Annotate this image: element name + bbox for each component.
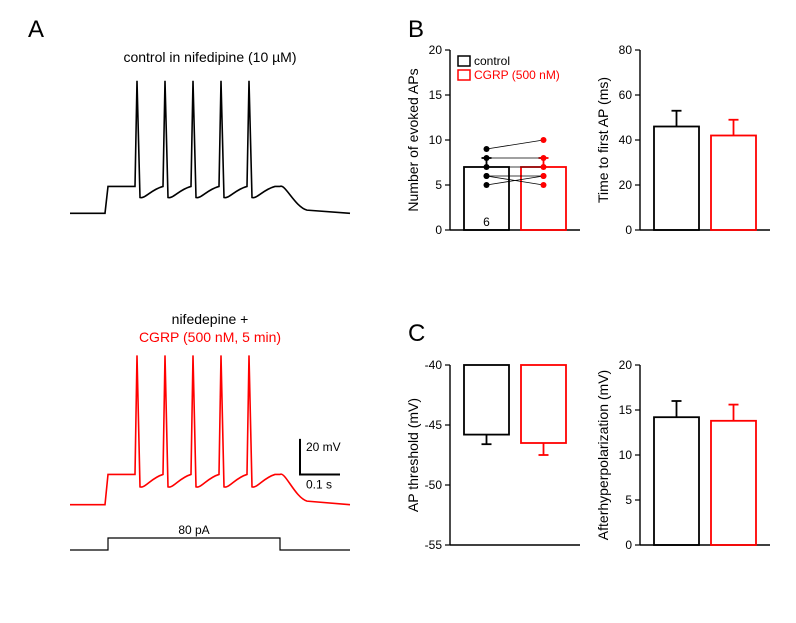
svg-text:0: 0 (435, 223, 442, 237)
svg-text:-45: -45 (425, 418, 443, 432)
trace-bottom: nifedepine + CGRP (500 nM, 5 min) 20 mV 0.1… (60, 310, 360, 600)
svg-text:0: 0 (625, 538, 632, 552)
svg-text:control in nifedipine (10 µM): control in nifedipine (10 µM) (123, 49, 296, 65)
svg-text:0.1 s: 0.1 s (306, 477, 332, 491)
svg-text:80: 80 (619, 43, 633, 57)
svg-text:control: control (474, 54, 510, 68)
svg-text:0: 0 (625, 223, 632, 237)
svg-text:6: 6 (483, 215, 490, 229)
svg-text:10: 10 (619, 448, 633, 462)
svg-text:20: 20 (429, 43, 443, 57)
svg-text:10: 10 (429, 133, 443, 147)
svg-text:5: 5 (625, 493, 632, 507)
chart-c1-ap-threshold: -55 -50 -45 -40 AP threshold (mV) (408, 357, 580, 563)
svg-text:60: 60 (619, 88, 633, 102)
svg-text:5: 5 (435, 178, 442, 192)
svg-text:-55: -55 (425, 538, 443, 552)
trace-top: control in nifedipine (10 µM) (60, 48, 360, 308)
chart-b1-evoked-aps: 0 5 10 15 20 Number of evoked APs 6 controlCGRP… (408, 42, 580, 248)
svg-text:40: 40 (619, 133, 633, 147)
svg-text:nifedepine +: nifedepine + (172, 311, 249, 327)
svg-text:20: 20 (619, 178, 633, 192)
svg-text:20 mV: 20 mV (306, 440, 341, 454)
svg-text:CGRP (500 nM): CGRP (500 nM) (474, 68, 560, 82)
svg-text:20: 20 (619, 358, 633, 372)
svg-text:Afterhyperpolarization (mV): Afterhyperpolarization (mV) (595, 370, 611, 540)
figure: A B C control in nifedipine (10 µM) nife… (0, 0, 796, 623)
svg-text:-40: -40 (425, 358, 443, 372)
panel-label-C: C (408, 320, 425, 348)
svg-text:Time to first AP (ms): Time to first AP (ms) (595, 77, 611, 203)
chart-b2-time-to-first-ap: 0 20 40 60 80 Time to first AP (ms) (598, 42, 770, 248)
chart-c2-afterhyperpolarization: 0 5 10 15 20 Afterhyperpolarization (mV) (598, 357, 770, 563)
svg-text:15: 15 (619, 403, 633, 417)
svg-text:AP threshold (mV): AP threshold (mV) (405, 398, 421, 512)
panel-label-A: A (28, 16, 44, 44)
svg-text:Number of evoked APs: Number of evoked APs (405, 68, 421, 211)
svg-text:CGRP (500 nM, 5 min): CGRP (500 nM, 5 min) (139, 329, 281, 345)
svg-text:-50: -50 (425, 478, 443, 492)
svg-text:80 pA: 80 pA (178, 523, 209, 537)
svg-text:15: 15 (429, 88, 443, 102)
panel-label-B: B (408, 16, 424, 44)
